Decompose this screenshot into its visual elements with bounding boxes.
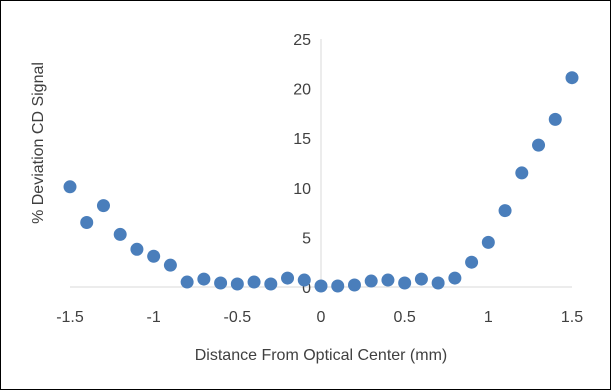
axes xyxy=(70,39,572,288)
x-tick-label: -1 xyxy=(147,309,161,326)
data-point xyxy=(147,249,161,263)
data-point xyxy=(230,277,244,291)
x-tick-label: 1.5 xyxy=(561,309,583,326)
y-tick-label: 5 xyxy=(302,230,311,247)
y-tick-label: 15 xyxy=(293,131,311,148)
y-tick-label: 10 xyxy=(293,181,311,198)
data-point xyxy=(314,279,328,293)
data-point xyxy=(163,258,177,272)
data-point xyxy=(448,271,462,285)
data-point xyxy=(381,273,395,287)
x-tick-label: 1 xyxy=(484,309,493,326)
x-tick-label: -0.5 xyxy=(224,309,252,326)
data-points xyxy=(63,71,579,293)
data-point xyxy=(465,255,479,269)
y-tick-label: 0 xyxy=(302,280,311,297)
data-point xyxy=(481,235,495,249)
x-tick-label: -1.5 xyxy=(56,309,84,326)
data-point xyxy=(197,272,211,286)
data-point xyxy=(364,274,378,288)
y-tick-label: 25 xyxy=(293,32,311,49)
data-point xyxy=(247,275,261,289)
data-point xyxy=(264,277,278,291)
data-point xyxy=(548,112,562,126)
x-tick-label: 0.5 xyxy=(394,309,416,326)
data-point xyxy=(532,138,546,152)
data-point xyxy=(414,272,428,286)
data-point xyxy=(113,227,127,241)
data-point xyxy=(565,71,579,85)
data-point xyxy=(498,204,512,218)
data-point xyxy=(297,273,311,287)
y-tick-label: 20 xyxy=(293,82,311,99)
data-point xyxy=(515,166,529,180)
y-axis-title: % Deviation CD Signal xyxy=(30,62,47,224)
data-point xyxy=(96,199,110,213)
data-point xyxy=(398,276,412,290)
x-axis-title: Distance From Optical Center (mm) xyxy=(195,347,448,364)
data-point xyxy=(180,275,194,289)
data-point xyxy=(80,216,94,230)
data-point xyxy=(331,279,345,293)
x-tick-label: 0 xyxy=(317,309,326,326)
data-point xyxy=(281,271,295,285)
data-point xyxy=(214,276,228,290)
data-point xyxy=(130,242,144,256)
tick-labels: -1.5 -1 -0.5 0 0.5 1 1.5 0 5 10 15 20 25 xyxy=(56,32,583,326)
data-point xyxy=(63,180,77,194)
data-point xyxy=(347,278,361,292)
data-point xyxy=(431,276,445,290)
